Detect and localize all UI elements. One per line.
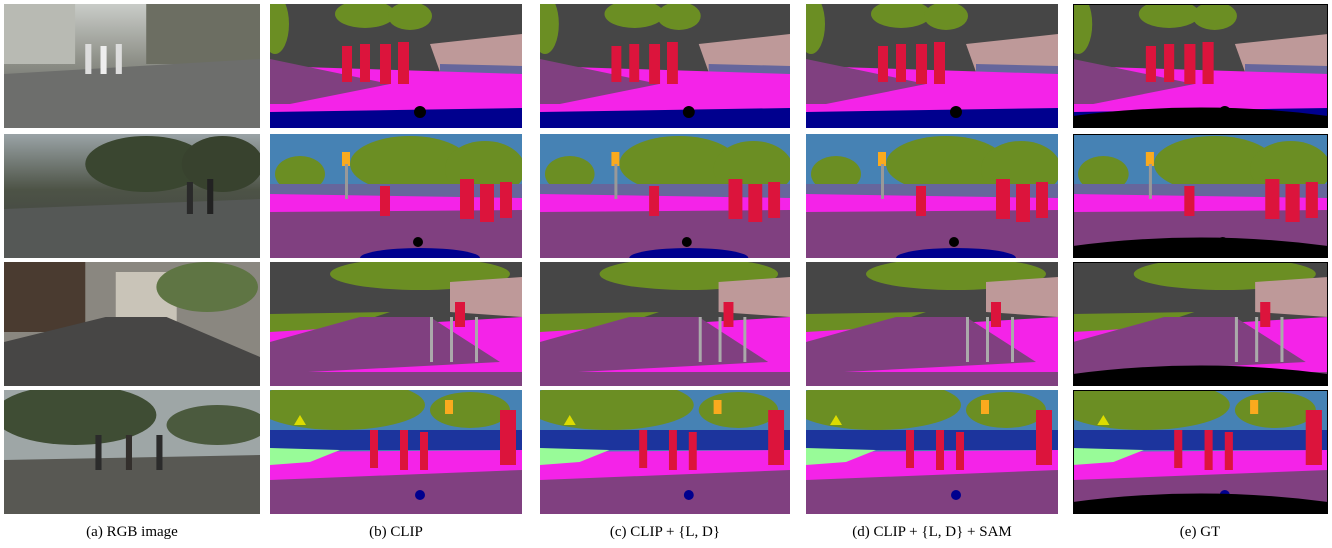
segmentation-map	[270, 258, 522, 386]
segmentation-map	[525, 380, 790, 514]
captions: (a) RGB image (b) CLIP (c) CLIP + {L, D}…	[86, 524, 1220, 540]
rgb-image	[4, 4, 260, 128]
image-grid	[0, 0, 1331, 514]
segmentation-map	[255, 380, 522, 514]
segmentation-map	[261, 0, 522, 128]
caption: (e) GT	[1180, 524, 1220, 540]
caption: (c) CLIP + {L, D}	[610, 524, 720, 540]
caption: (b) CLIP	[369, 524, 423, 540]
segmentation-map	[791, 380, 1058, 514]
segmentation-map	[806, 134, 1061, 268]
segmentation-map	[540, 258, 790, 386]
figure: (a) RGB image (b) CLIP (c) CLIP + {L, D}…	[0, 0, 1332, 548]
rgb-image	[4, 134, 263, 258]
caption: (d) CLIP + {L, D} + SAM	[852, 524, 1012, 540]
segmentation-map	[270, 134, 525, 268]
segmentation-map	[531, 0, 790, 128]
segmentation-map	[797, 0, 1058, 128]
rgb-image	[0, 385, 268, 514]
page: (a) RGB image (b) CLIP (c) CLIP + {L, D}…	[0, 0, 1332, 548]
caption: (a) RGB image	[86, 524, 178, 540]
segmentation-map	[540, 134, 793, 268]
rgb-image	[4, 262, 260, 386]
segmentation-map	[806, 258, 1058, 386]
